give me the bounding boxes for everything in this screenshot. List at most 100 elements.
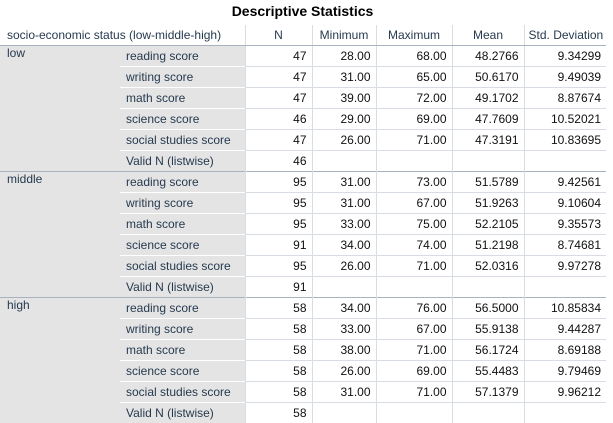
cell-std-deviation: 9.34299 bbox=[524, 46, 606, 67]
cell-std-deviation: 9.44287 bbox=[524, 319, 606, 340]
cell-maximum: 69.00 bbox=[376, 361, 452, 382]
group-label: middle bbox=[0, 172, 120, 298]
cell-mean: 56.5000 bbox=[452, 298, 524, 319]
cell-maximum: 71.00 bbox=[376, 256, 452, 277]
variable-label: Valid N (listwise) bbox=[120, 277, 245, 298]
cell-mean: 52.2105 bbox=[452, 214, 524, 235]
cell-maximum bbox=[376, 403, 452, 423]
cell-std-deviation: 10.85834 bbox=[524, 298, 606, 319]
cell-std-deviation: 9.35573 bbox=[524, 214, 606, 235]
cell-mean: 51.5789 bbox=[452, 172, 524, 193]
cell-std-deviation: 9.42561 bbox=[524, 172, 606, 193]
variable-label: social studies score bbox=[120, 256, 245, 277]
cell-mean: 52.0316 bbox=[452, 256, 524, 277]
cell-std-deviation: 8.74681 bbox=[524, 235, 606, 256]
cell-std-deviation bbox=[524, 151, 606, 172]
cell-n: 91 bbox=[245, 235, 312, 256]
cell-minimum: 28.00 bbox=[312, 46, 376, 67]
cell-std-deviation: 8.87674 bbox=[524, 88, 606, 109]
cell-n: 47 bbox=[245, 130, 312, 151]
variable-label: math score bbox=[120, 88, 245, 109]
cell-mean bbox=[452, 277, 524, 298]
cell-n: 47 bbox=[245, 46, 312, 67]
variable-label: reading score bbox=[120, 298, 245, 319]
cell-mean: 57.1379 bbox=[452, 382, 524, 403]
cell-n: 58 bbox=[245, 361, 312, 382]
cell-minimum: 34.00 bbox=[312, 235, 376, 256]
cell-n: 95 bbox=[245, 172, 312, 193]
cell-minimum bbox=[312, 151, 376, 172]
cell-n: 58 bbox=[245, 319, 312, 340]
variable-label: social studies score bbox=[120, 130, 245, 151]
cell-mean: 55.4483 bbox=[452, 361, 524, 382]
cell-mean bbox=[452, 151, 524, 172]
cell-std-deviation: 9.96212 bbox=[524, 382, 606, 403]
cell-mean: 48.2766 bbox=[452, 46, 524, 67]
cell-mean: 55.9138 bbox=[452, 319, 524, 340]
header-maximum: Maximum bbox=[376, 25, 452, 46]
variable-label: Valid N (listwise) bbox=[120, 403, 245, 423]
cell-minimum: 26.00 bbox=[312, 361, 376, 382]
group-label: low bbox=[0, 46, 120, 172]
cell-minimum: 38.00 bbox=[312, 340, 376, 361]
cell-maximum: 72.00 bbox=[376, 88, 452, 109]
variable-label: reading score bbox=[120, 172, 245, 193]
variable-label: writing score bbox=[120, 67, 245, 88]
cell-maximum: 74.00 bbox=[376, 235, 452, 256]
cell-mean: 47.3191 bbox=[452, 130, 524, 151]
cell-n: 46 bbox=[245, 151, 312, 172]
cell-minimum: 26.00 bbox=[312, 256, 376, 277]
cell-maximum: 76.00 bbox=[376, 298, 452, 319]
cell-mean: 51.2198 bbox=[452, 235, 524, 256]
cell-minimum: 26.00 bbox=[312, 130, 376, 151]
cell-maximum: 68.00 bbox=[376, 46, 452, 67]
header-n: N bbox=[245, 25, 312, 46]
cell-std-deviation: 10.83695 bbox=[524, 130, 606, 151]
cell-maximum bbox=[376, 277, 452, 298]
cell-std-deviation: 9.79469 bbox=[524, 361, 606, 382]
variable-label: reading score bbox=[120, 46, 245, 67]
cell-mean: 47.7609 bbox=[452, 109, 524, 130]
cell-minimum: 34.00 bbox=[312, 298, 376, 319]
header-minimum: Minimum bbox=[312, 25, 376, 46]
cell-mean bbox=[452, 403, 524, 423]
header-mean: Mean bbox=[452, 25, 524, 46]
cell-n: 95 bbox=[245, 193, 312, 214]
header-group: socio-economic status (low-middle-high) bbox=[0, 25, 245, 46]
cell-mean: 49.1702 bbox=[452, 88, 524, 109]
cell-std-deviation: 10.52021 bbox=[524, 109, 606, 130]
cell-std-deviation: 8.69188 bbox=[524, 340, 606, 361]
cell-maximum: 75.00 bbox=[376, 214, 452, 235]
variable-label: science score bbox=[120, 109, 245, 130]
variable-label: writing score bbox=[120, 319, 245, 340]
variable-label: science score bbox=[120, 235, 245, 256]
cell-maximum: 71.00 bbox=[376, 340, 452, 361]
cell-n: 95 bbox=[245, 256, 312, 277]
cell-maximum: 71.00 bbox=[376, 130, 452, 151]
variable-label: writing score bbox=[120, 193, 245, 214]
cell-n: 47 bbox=[245, 88, 312, 109]
cell-maximum: 69.00 bbox=[376, 109, 452, 130]
variable-label: social studies score bbox=[120, 382, 245, 403]
cell-minimum: 33.00 bbox=[312, 319, 376, 340]
variable-label: math score bbox=[120, 340, 245, 361]
cell-std-deviation bbox=[524, 277, 606, 298]
cell-minimum: 31.00 bbox=[312, 67, 376, 88]
cell-maximum: 73.00 bbox=[376, 172, 452, 193]
variable-label: science score bbox=[120, 361, 245, 382]
cell-std-deviation: 9.10604 bbox=[524, 193, 606, 214]
cell-minimum bbox=[312, 403, 376, 423]
cell-minimum: 33.00 bbox=[312, 214, 376, 235]
cell-n: 46 bbox=[245, 109, 312, 130]
cell-n: 58 bbox=[245, 298, 312, 319]
header-std-deviation: Std. Deviation bbox=[524, 25, 606, 46]
cell-std-deviation: 9.49039 bbox=[524, 67, 606, 88]
table-title: Descriptive Statistics bbox=[0, 3, 605, 19]
cell-minimum: 39.00 bbox=[312, 88, 376, 109]
cell-mean: 51.9263 bbox=[452, 193, 524, 214]
variable-label: Valid N (listwise) bbox=[120, 151, 245, 172]
